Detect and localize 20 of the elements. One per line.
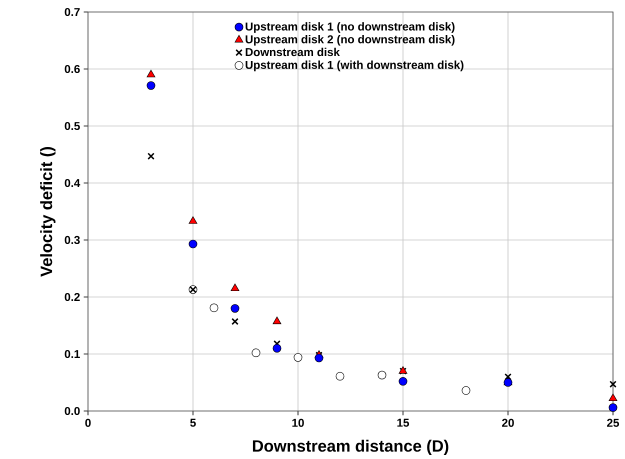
x-tick-label: 20: [502, 418, 514, 427]
y-axis-title: Velocity deficit (): [40, 147, 56, 277]
x-tick-label: 0: [85, 418, 91, 427]
legend-label: Downstream disk: [246, 48, 340, 56]
x-tick-label: 10: [292, 418, 304, 427]
legend-label: Upstream disk 1 (with downstream disk): [246, 60, 464, 72]
x-tick-label: 5: [190, 418, 196, 427]
y-tick-label: 0.1: [64, 350, 80, 358]
legend-label: Upstream disk 2 (no downstream disk): [246, 34, 455, 46]
x-tick-label: 15: [397, 418, 410, 427]
y-tick-label: 0.5: [64, 122, 80, 130]
y-tick-label: 0.2: [64, 292, 80, 302]
y-tick-label: 0.6: [64, 64, 80, 74]
x-tick-label: 25: [607, 418, 620, 427]
x-axis-title: Downstream distance (D): [252, 440, 448, 456]
y-tick-label: 0.4: [64, 178, 80, 188]
y-tick-label: 0.3: [64, 236, 80, 244]
y-tick-label: 0.0: [64, 406, 80, 416]
y-tick-label: 0.7: [64, 8, 80, 16]
legend-label: Upstream disk 1 (no downstream disk): [246, 22, 455, 33]
